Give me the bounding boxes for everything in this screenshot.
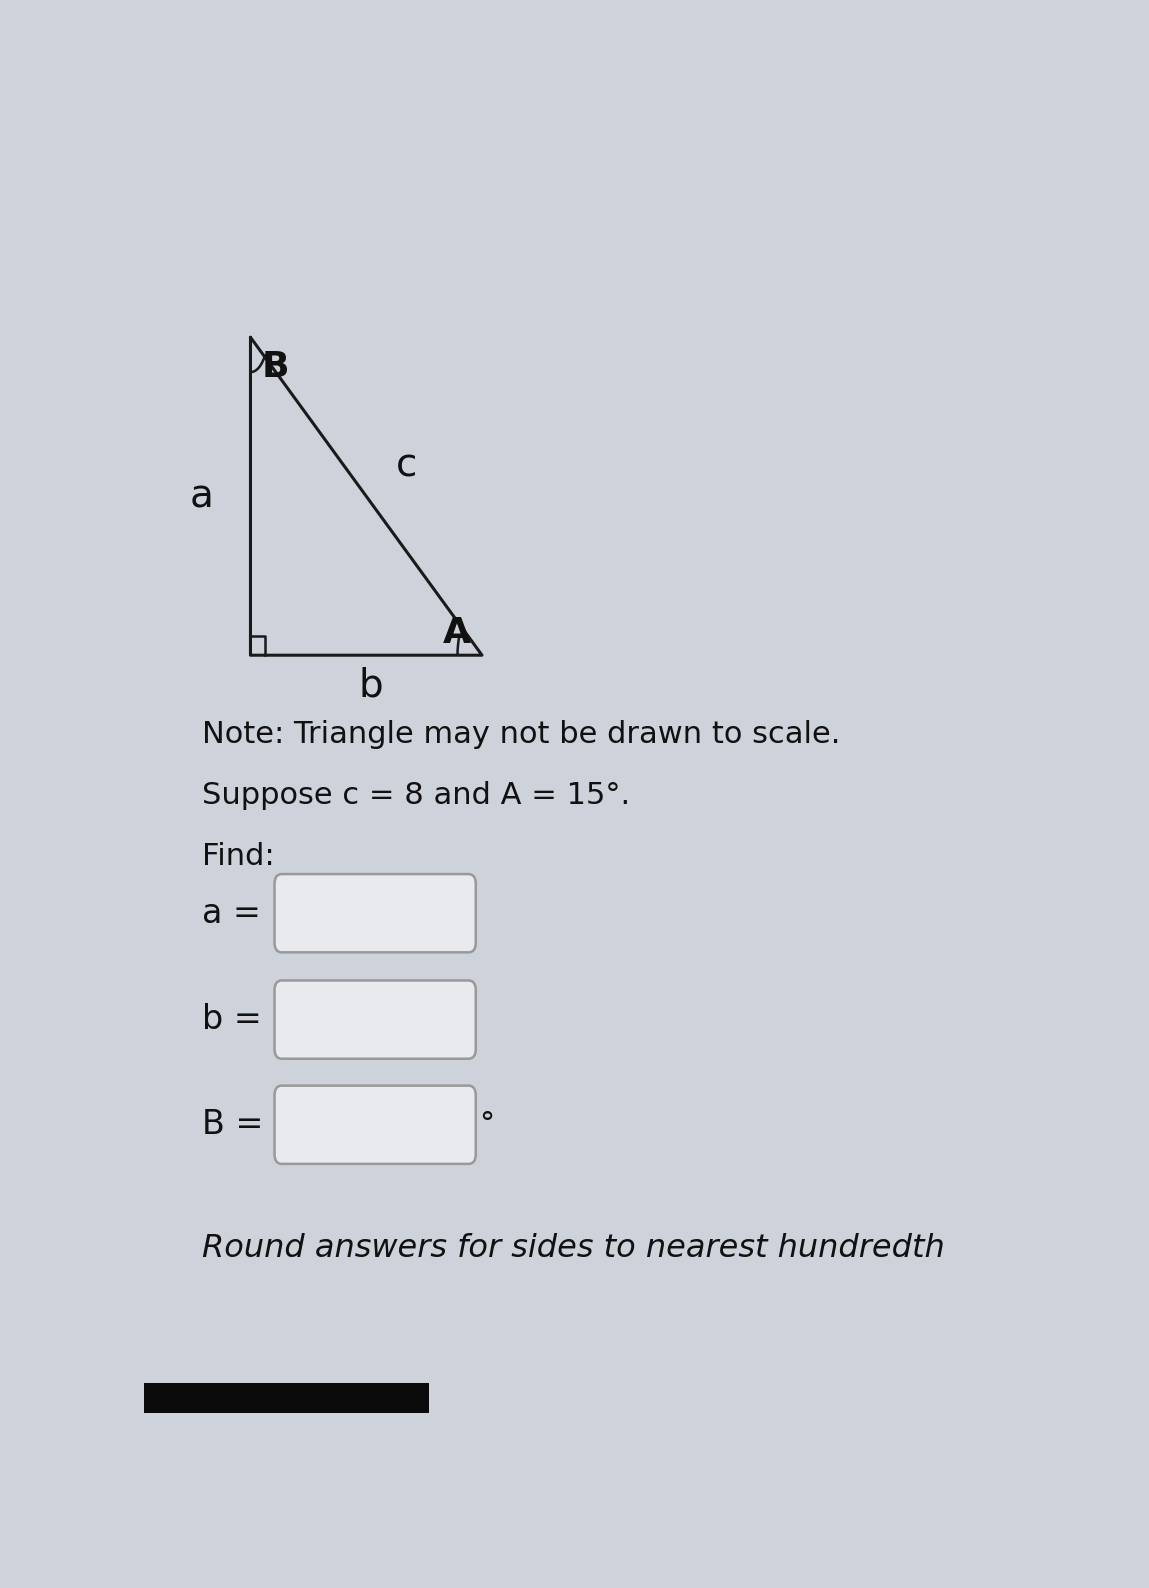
Text: Note: Triangle may not be drawn to scale.: Note: Triangle may not be drawn to scale… — [201, 721, 840, 750]
Text: Find:: Find: — [201, 843, 275, 872]
Text: A: A — [444, 616, 471, 649]
Text: B =: B = — [201, 1108, 263, 1142]
Text: a =: a = — [201, 897, 261, 929]
Text: c: c — [395, 446, 417, 484]
Text: °: ° — [479, 1110, 494, 1139]
Text: Suppose c = 8 and A = 15°.: Suppose c = 8 and A = 15°. — [201, 781, 630, 810]
Text: b =: b = — [201, 1004, 261, 1035]
Text: a: a — [190, 478, 214, 515]
FancyBboxPatch shape — [275, 873, 476, 953]
FancyBboxPatch shape — [275, 980, 476, 1059]
Text: B: B — [262, 349, 290, 384]
FancyBboxPatch shape — [275, 1086, 476, 1164]
Bar — [144, 1383, 429, 1413]
Text: b: b — [358, 667, 383, 705]
Text: Round answers for sides to nearest hundredth: Round answers for sides to nearest hundr… — [201, 1232, 944, 1264]
